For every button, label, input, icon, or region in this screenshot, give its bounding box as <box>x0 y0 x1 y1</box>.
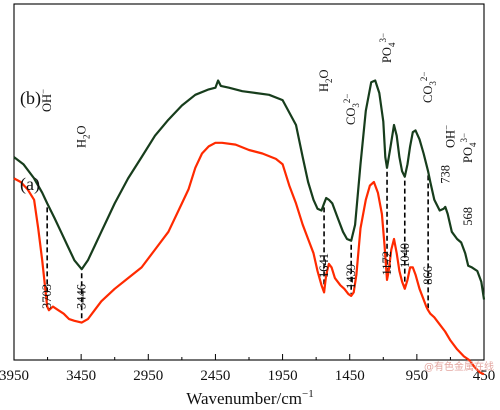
band-assignment-label: OH− <box>38 89 54 112</box>
band-superscript: − <box>38 89 48 94</box>
watermark: @有色金属在线 <box>424 360 494 373</box>
x-tick-label: 3950 <box>0 368 29 384</box>
peak-label: 1172 <box>380 251 394 276</box>
band-assignment-label: PO43− <box>459 133 478 163</box>
band-species: H <box>317 83 331 92</box>
x-axis-ticks: 3950 3450 2950 2450 1950 1450 950 450 <box>0 354 495 384</box>
band-subscript: 2 <box>324 78 334 83</box>
series-tag-b: (b) <box>20 88 41 109</box>
series-line-a <box>13 141 485 376</box>
x-tick-label: 3450 <box>66 368 96 384</box>
band-subscript: 2 <box>82 134 92 139</box>
peak-label: 866 <box>421 266 435 285</box>
x-tick-label: 2450 <box>200 368 230 384</box>
band-assignment-label: CO32− <box>419 72 438 103</box>
x-axis-title-main: Wavenumber/cm <box>186 389 302 408</box>
band-tail: O <box>75 125 89 134</box>
band-species: PO <box>461 147 475 163</box>
band-superscript: 3− <box>459 133 469 143</box>
peak-label: 1439 <box>344 264 358 289</box>
band-assignment-label: CO32− <box>342 94 361 125</box>
band-superscript: 3− <box>378 33 388 43</box>
band-species: H <box>75 139 89 148</box>
peak-label: 3446 <box>75 284 89 309</box>
band-superscript: − <box>441 125 451 130</box>
band-subscript: 3 <box>428 81 438 86</box>
peak-label: 3703 <box>40 284 54 309</box>
band-assignment-label: H2O <box>75 125 92 148</box>
band-superscript: 2− <box>419 72 429 82</box>
band-species: OH <box>40 94 54 112</box>
peak-marker-lines <box>46 171 429 321</box>
peak-label: 1040 <box>398 243 412 268</box>
x-axis-title-exponent: −1 <box>302 388 314 400</box>
peak-labels: 3703 3446 1641 1439 1172 1040 866 738 568 <box>40 165 475 309</box>
band-subscript: 3 <box>351 103 361 108</box>
band-species: OH <box>443 130 457 148</box>
peak-label: 1641 <box>317 253 331 278</box>
band-species: CO <box>421 86 435 103</box>
spectrum-series <box>13 79 486 376</box>
x-tick-label: 1950 <box>268 368 298 384</box>
band-assignment-label: PO43− <box>378 33 397 63</box>
x-axis-title: Wavenumber/cm−1 <box>186 388 313 408</box>
peak-label: 568 <box>461 207 475 226</box>
band-species: CO <box>344 108 358 125</box>
band-subscript: 4 <box>468 142 478 147</box>
peak-label: 738 <box>438 165 452 184</box>
series-tag-a: (a) <box>20 174 40 195</box>
band-species: PO <box>380 47 394 63</box>
series-line-b <box>13 79 486 300</box>
x-tick-label: 2950 <box>133 368 163 384</box>
band-tail: O <box>317 69 331 78</box>
band-subscript: 4 <box>387 42 397 47</box>
x-tick-label: 950 <box>406 368 429 384</box>
band-assignment-label: H2O <box>317 69 334 92</box>
x-tick-label: 1450 <box>335 368 365 384</box>
band-assignment-label: OH− <box>441 125 457 148</box>
band-superscript: 2− <box>342 94 352 104</box>
